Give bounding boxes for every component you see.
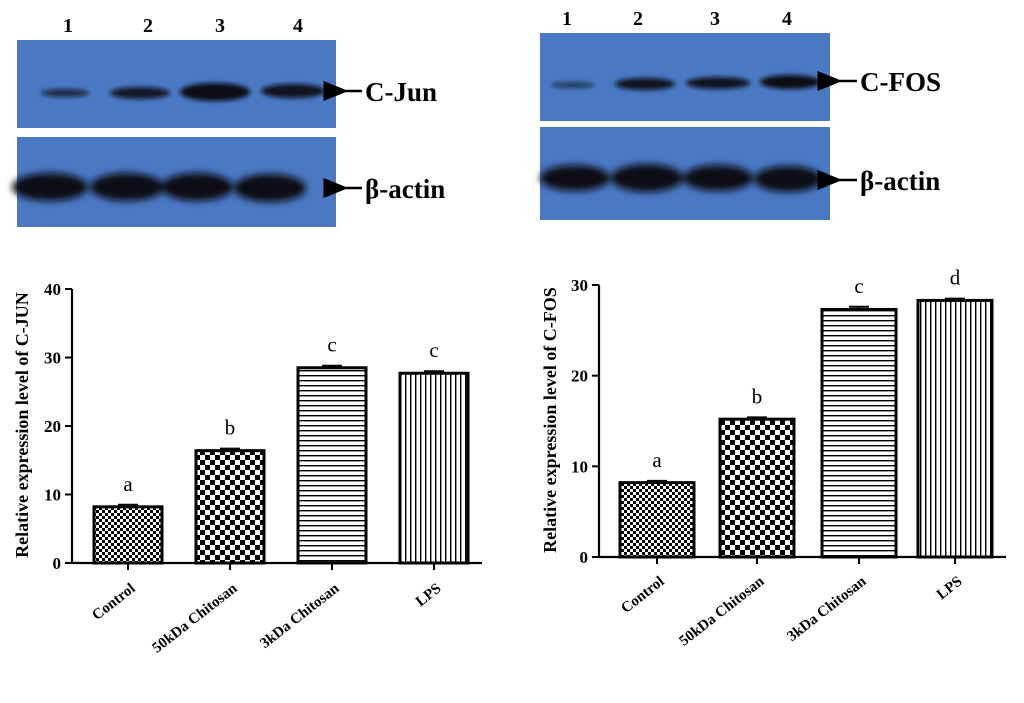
y-axis-title: Relative expression level of C-JUN — [12, 292, 32, 558]
bar — [820, 307, 898, 559]
significance-label: b — [752, 384, 763, 408]
bar — [92, 505, 164, 565]
blot-left-lane-label: 2 — [143, 15, 153, 37]
y-tick-label: 30 — [44, 349, 61, 368]
bar — [916, 298, 994, 559]
x-category-label: 3kDa Chitosan — [784, 573, 870, 645]
y-tick-label: 10 — [571, 457, 588, 476]
y-axis-title: Relative expression level of C-FOS — [540, 287, 560, 553]
blot-right-target-bands — [551, 75, 820, 90]
blot-left-target-band-4 — [261, 84, 325, 98]
bar — [296, 366, 368, 565]
blot-right-lane-label: 2 — [633, 8, 643, 30]
chart-c-jun: 0 10 20 30 40 Relative expression level of C-… — [12, 280, 482, 657]
significance-label: c — [327, 333, 336, 357]
blot-right-target-band-1 — [551, 82, 595, 88]
blot-left-target-label: C-Jun — [365, 77, 437, 107]
blot-left-target-bands — [41, 83, 325, 101]
blot-right-loading-band-4 — [754, 166, 822, 192]
blot-right-target-band-4 — [760, 75, 820, 89]
x-category-label: 3kDa Chitosan — [257, 580, 343, 652]
blot-left-loading-band-1 — [12, 173, 88, 201]
blot-left-loading-band-3 — [161, 173, 233, 201]
blot-right-loading-band-2 — [611, 164, 683, 192]
y-tick-label: 0 — [580, 548, 589, 567]
blot-left-target-band-2 — [110, 87, 170, 99]
blot-left-lane-label: 4 — [293, 15, 303, 37]
significance-label: a — [123, 472, 133, 496]
y-tick-label: 0 — [53, 554, 62, 573]
x-category-label: Control — [618, 574, 667, 617]
significance-label: b — [225, 416, 236, 440]
y-tick-label: 10 — [44, 486, 61, 505]
blot-right-lane-label: 3 — [710, 8, 720, 30]
bar — [398, 371, 470, 565]
significance-label: c — [854, 274, 863, 298]
x-category-label: LPS — [413, 581, 445, 611]
x-category-label: Control — [89, 581, 138, 624]
blot-left-target-panel — [17, 40, 336, 128]
bar — [194, 449, 266, 565]
blot-right-lane-label: 4 — [782, 8, 792, 30]
y-tick-label: 30 — [571, 276, 588, 295]
x-category-label: 50kDa Chitosan — [149, 580, 240, 656]
bar — [718, 417, 796, 559]
blot-left-lane-label: 1 — [63, 15, 73, 37]
blot-right-target-band-3 — [686, 77, 750, 89]
x-category-label: LPS — [934, 574, 966, 604]
blot-right-loading-band-1 — [540, 165, 610, 191]
chart-c-fos: 0 10 20 30 Relative expression level of C-FO… — [540, 266, 1006, 650]
significance-label: d — [950, 266, 961, 290]
blot-right: 1 2 3 4 C-FOS β-actin — [540, 8, 941, 220]
y-tick-label: 20 — [571, 367, 588, 386]
blot-left-loading-band-2 — [90, 173, 164, 201]
blot-left-lane-label: 3 — [215, 15, 225, 37]
bar — [618, 481, 696, 559]
blot-left-loading-bands — [12, 173, 306, 202]
blot-right-loading-bands — [540, 164, 822, 192]
blot-right-loading-label: β-actin — [860, 166, 940, 196]
blot-left-target-band-1 — [41, 89, 89, 97]
y-tick-label: 40 — [44, 280, 61, 299]
blot-right-lane-label: 1 — [562, 8, 572, 30]
x-category-label: 50kDa Chitosan — [676, 573, 767, 649]
blot-right-target-band-2 — [615, 78, 675, 90]
blot-right-loading-band-3 — [683, 165, 753, 191]
blot-left-loading-label: β-actin — [365, 174, 445, 204]
y-tick-label: 20 — [44, 417, 61, 436]
blot-left-loading-band-4 — [234, 174, 306, 202]
blot-left: 1 2 3 4 C-Jun β-actin — [12, 15, 445, 227]
significance-label: a — [652, 448, 662, 472]
significance-label: c — [429, 338, 438, 362]
blot-left-target-band-3 — [180, 83, 250, 101]
blot-right-target-label: C-FOS — [860, 67, 941, 97]
